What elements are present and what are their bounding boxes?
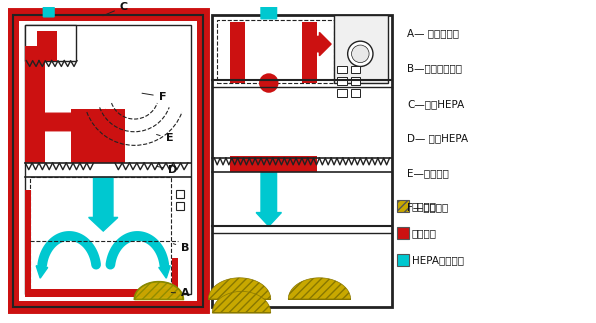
Circle shape: [347, 41, 373, 67]
FancyArrow shape: [41, 0, 57, 17]
Bar: [302, 22, 318, 83]
Text: E—正压风道: E—正压风道: [407, 168, 449, 178]
Bar: [172, 258, 178, 297]
Polygon shape: [209, 278, 271, 299]
Text: D: D: [157, 165, 178, 175]
Text: HEPA过滤空气: HEPA过滤空气: [412, 255, 464, 265]
Circle shape: [259, 73, 278, 93]
Circle shape: [352, 45, 369, 63]
FancyArrow shape: [36, 265, 48, 278]
Bar: [26, 25, 191, 294]
Text: 室内空气: 室内空气: [412, 201, 437, 211]
FancyArrow shape: [256, 172, 281, 226]
Text: 污染空气: 污染空气: [412, 228, 437, 238]
Text: E: E: [157, 133, 173, 143]
Bar: [26, 190, 31, 297]
Bar: [26, 25, 76, 61]
Bar: [30, 289, 172, 297]
Bar: [337, 66, 347, 73]
Text: A: A: [171, 288, 190, 298]
Bar: [398, 227, 409, 239]
Text: B: B: [173, 243, 190, 253]
Text: B—升降玻璃窗口: B—升降玻璃窗口: [407, 64, 462, 74]
FancyArrow shape: [159, 265, 170, 278]
Bar: [350, 66, 361, 73]
Bar: [398, 255, 409, 266]
Bar: [37, 31, 57, 61]
Bar: [176, 202, 184, 210]
Text: D— 送风HEPA: D— 送风HEPA: [407, 134, 468, 144]
Text: C—排风HEPA: C—排风HEPA: [407, 99, 464, 109]
Text: F: F: [142, 92, 166, 102]
Bar: [398, 200, 409, 212]
Bar: [13, 15, 203, 307]
Bar: [337, 89, 347, 97]
Polygon shape: [288, 278, 350, 299]
Bar: [337, 77, 347, 85]
Bar: [350, 77, 361, 85]
FancyArrow shape: [89, 178, 118, 231]
Polygon shape: [135, 282, 183, 299]
Bar: [230, 22, 246, 83]
Bar: [71, 109, 125, 163]
Text: C: C: [103, 2, 128, 16]
Bar: [30, 176, 172, 294]
Bar: [230, 156, 318, 172]
FancyArrow shape: [257, 0, 281, 19]
Bar: [26, 46, 45, 163]
Text: F—负压风道: F—负压风道: [407, 202, 448, 212]
FancyArrow shape: [318, 32, 331, 56]
Bar: [334, 15, 387, 83]
FancyArrow shape: [45, 109, 123, 135]
Text: A— 操作面开口: A— 操作面开口: [407, 28, 459, 38]
Bar: [350, 89, 361, 97]
Bar: [212, 15, 392, 307]
Bar: [176, 190, 184, 198]
Bar: [13, 15, 203, 307]
Bar: [18, 21, 197, 301]
Bar: [217, 20, 334, 83]
Polygon shape: [212, 291, 271, 313]
